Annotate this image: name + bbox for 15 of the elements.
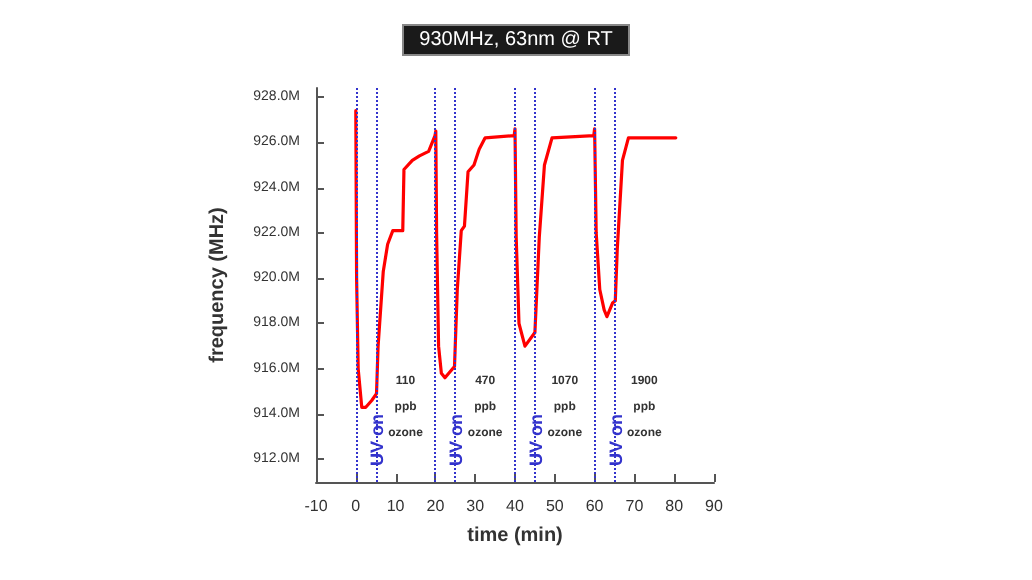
- y-axis-title: frequency (MHz): [207, 207, 229, 363]
- x-tick-label: -10: [304, 497, 329, 515]
- x-tick-label: 90: [705, 497, 724, 515]
- x-tick-label: 10: [386, 497, 406, 515]
- x-tick-label: 70: [625, 497, 645, 515]
- x-tick-label: 20: [426, 497, 446, 515]
- x-tick-label: 80: [665, 497, 685, 515]
- x-tick-label: 0: [351, 497, 362, 515]
- x-tick-label: 40: [506, 497, 525, 515]
- x-tick-label: 30: [466, 497, 486, 515]
- chart-title: 930MHz, 63nm @ RT: [419, 29, 613, 51]
- x-axis-title: time (min): [467, 525, 563, 547]
- x-tick-label: 60: [585, 497, 605, 515]
- line-series: [354, 109, 678, 409]
- x-tick-label: 50: [545, 497, 565, 515]
